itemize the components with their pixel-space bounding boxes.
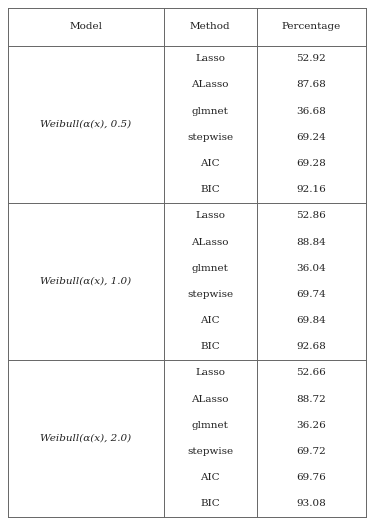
Text: ALasso: ALasso xyxy=(191,237,229,247)
Text: 69.84: 69.84 xyxy=(297,316,326,325)
Text: 52.86: 52.86 xyxy=(297,212,326,220)
Text: Method: Method xyxy=(190,23,231,32)
Text: 52.66: 52.66 xyxy=(297,369,326,377)
Text: 69.28: 69.28 xyxy=(297,159,326,168)
Text: ALasso: ALasso xyxy=(191,395,229,404)
Text: Lasso: Lasso xyxy=(195,369,225,377)
Text: Model: Model xyxy=(69,23,102,32)
Text: 36.04: 36.04 xyxy=(297,264,326,273)
Text: Weibull(α(x), 0.5): Weibull(α(x), 0.5) xyxy=(40,120,131,129)
Text: AIC: AIC xyxy=(200,316,220,325)
Text: Percentage: Percentage xyxy=(282,23,341,32)
Text: 52.92: 52.92 xyxy=(297,54,326,63)
Text: 88.84: 88.84 xyxy=(297,237,326,247)
Text: stepwise: stepwise xyxy=(187,447,233,456)
Text: BIC: BIC xyxy=(200,185,220,194)
Text: 69.72: 69.72 xyxy=(297,447,326,456)
Text: 69.74: 69.74 xyxy=(297,290,326,299)
Text: Weibull(α(x), 1.0): Weibull(α(x), 1.0) xyxy=(40,277,131,286)
Text: stepwise: stepwise xyxy=(187,133,233,142)
Text: 88.72: 88.72 xyxy=(297,395,326,404)
Text: 36.26: 36.26 xyxy=(297,421,326,430)
Text: Lasso: Lasso xyxy=(195,212,225,220)
Text: BIC: BIC xyxy=(200,342,220,351)
Text: Weibull(α(x), 2.0): Weibull(α(x), 2.0) xyxy=(40,434,131,443)
Text: 36.68: 36.68 xyxy=(297,107,326,116)
Text: glmnet: glmnet xyxy=(192,107,229,116)
Text: 93.08: 93.08 xyxy=(297,499,326,508)
Text: stepwise: stepwise xyxy=(187,290,233,299)
Text: 92.16: 92.16 xyxy=(297,185,326,194)
Text: BIC: BIC xyxy=(200,499,220,508)
Text: glmnet: glmnet xyxy=(192,421,229,430)
Text: AIC: AIC xyxy=(200,473,220,482)
Text: AIC: AIC xyxy=(200,159,220,168)
Text: Lasso: Lasso xyxy=(195,54,225,63)
Text: 87.68: 87.68 xyxy=(297,80,326,89)
Text: 69.24: 69.24 xyxy=(297,133,326,142)
Text: ALasso: ALasso xyxy=(191,80,229,89)
Text: 92.68: 92.68 xyxy=(297,342,326,351)
Text: 69.76: 69.76 xyxy=(297,473,326,482)
Text: glmnet: glmnet xyxy=(192,264,229,273)
